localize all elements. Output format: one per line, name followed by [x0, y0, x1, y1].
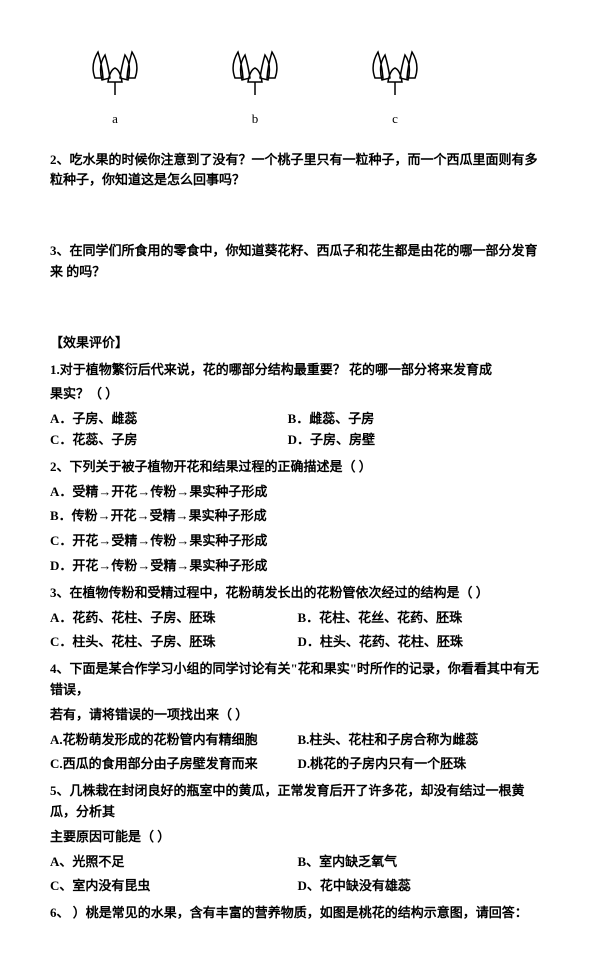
e1-opt-b: B．雌蕊、子房 — [288, 409, 526, 430]
flower-icon — [80, 40, 150, 100]
flower-label-c: c — [360, 109, 430, 130]
eval-title: 【效果评价】 — [50, 333, 545, 354]
e5-stem1: 5、几株栽在封闭良好的瓶室中的黄瓜，正常发育后开了许多花，却没有结过一根黄瓜，分… — [50, 781, 545, 823]
e1-stem1: 1.对于植物繁衍后代来说，花的哪部分结构最重要？ 花的哪一部分将来发育成 — [50, 360, 545, 381]
flower-b: b — [220, 40, 290, 130]
e3-opt-c: C．柱头、花柱、子房、胚珠 — [50, 632, 298, 653]
e5-opt-c: C、室内没有昆虫 — [50, 876, 298, 897]
flower-icon — [360, 40, 430, 100]
e5-line2: C、室内没有昆虫 D、花中缺没有雄蕊 — [50, 876, 545, 897]
e5-opt-d: D、花中缺没有雄蕊 — [298, 876, 546, 897]
e2-stem: 2、下列关于被子植物开花和结果过程的正确描述是（ ） — [50, 457, 545, 478]
e4-line1: A.花粉萌发形成的花粉管内有精细胞 B.柱头、花柱和子房合称为雌蕊 — [50, 730, 545, 751]
question-2: 2、吃水果的时候你注意到了没有？一个桃子里只有一粒种子，而一个西瓜里面则有多粒种… — [50, 150, 545, 192]
e4-stem1: 4、下面是某合作学习小组的同学讨论有关"花和果实"时所作的记录，你看看其中有无错… — [50, 659, 545, 701]
e4-opt-d: D.桃花的子房内只有一个胚珠 — [298, 754, 546, 775]
e1-opt-a: A．子房、雌蕊 — [50, 409, 288, 430]
e4-opt-b: B.柱头、花柱和子房合称为雌蕊 — [298, 730, 546, 751]
flower-c: c — [360, 40, 430, 130]
e3-line2: C．柱头、花柱、子房、胚珠 D．柱头、花药、花柱、胚珠 — [50, 632, 545, 653]
e4-opt-c: C.西瓜的食用部分由子房壁发育而来 — [50, 754, 298, 775]
e3-opt-b: B．花柱、花丝、花药、胚珠 — [298, 608, 546, 629]
e2-opt-c: C．开花→受精→传粉→果实种子形成 — [50, 531, 545, 552]
flower-label-a: a — [80, 109, 150, 130]
e2-opt-d: D．开花→传粉→受精→果实种子形成 — [50, 556, 545, 577]
flower-label-b: b — [220, 109, 290, 130]
e3-stem: 3、在植物传粉和受精过程中，花粉萌发长出的花粉管依次经过的结构是（ ） — [50, 583, 545, 604]
question-3: 3、在同学们所食用的零食中，你知道葵花籽、西瓜子和花生都是由花的哪一部分发育来 … — [50, 241, 545, 283]
e3-opt-a: A．花药、花柱、子房、胚珠 — [50, 608, 298, 629]
e3-line1: A．花药、花柱、子房、胚珠 B．花柱、花丝、花药、胚珠 — [50, 608, 545, 629]
e4-stem2: 若有，请将错误的一项找出来（ ） — [50, 705, 545, 726]
e1-opt-c: C．花蕊、子房 — [50, 430, 288, 451]
flower-row: a b c — [80, 40, 545, 130]
e5-opt-b: B、室内缺乏氧气 — [298, 852, 546, 873]
e5-opt-a: A、光照不足 — [50, 852, 298, 873]
e1-stem2: 果实？（ ） — [50, 384, 545, 405]
e5-line1: A、光照不足 B、室内缺乏氧气 — [50, 852, 545, 873]
e3-opt-d: D．柱头、花药、花柱、胚珠 — [298, 632, 546, 653]
e1-opt-d: D．子房、房壁 — [288, 430, 526, 451]
flower-icon — [220, 40, 290, 100]
e2-opt-a: A．受精→开花→传粉→果实种子形成 — [50, 482, 545, 503]
flower-a: a — [80, 40, 150, 130]
e2-opt-b: B．传粉→开花→受精→果实种子形成 — [50, 506, 545, 527]
e1-options: A．子房、雌蕊 B．雌蕊、子房 C．花蕊、子房 D．子房、房壁 — [50, 409, 545, 451]
e4-opt-a: A.花粉萌发形成的花粉管内有精细胞 — [50, 730, 298, 751]
e5-stem2: 主要原因可能是（ ） — [50, 827, 545, 848]
e4-line2: C.西瓜的食用部分由子房壁发育而来 D.桃花的子房内只有一个胚珠 — [50, 754, 545, 775]
e6-stem: 6、 ）桃是常见的水果，含有丰富的营养物质，如图是桃花的结构示意图，请回答： — [50, 903, 545, 924]
